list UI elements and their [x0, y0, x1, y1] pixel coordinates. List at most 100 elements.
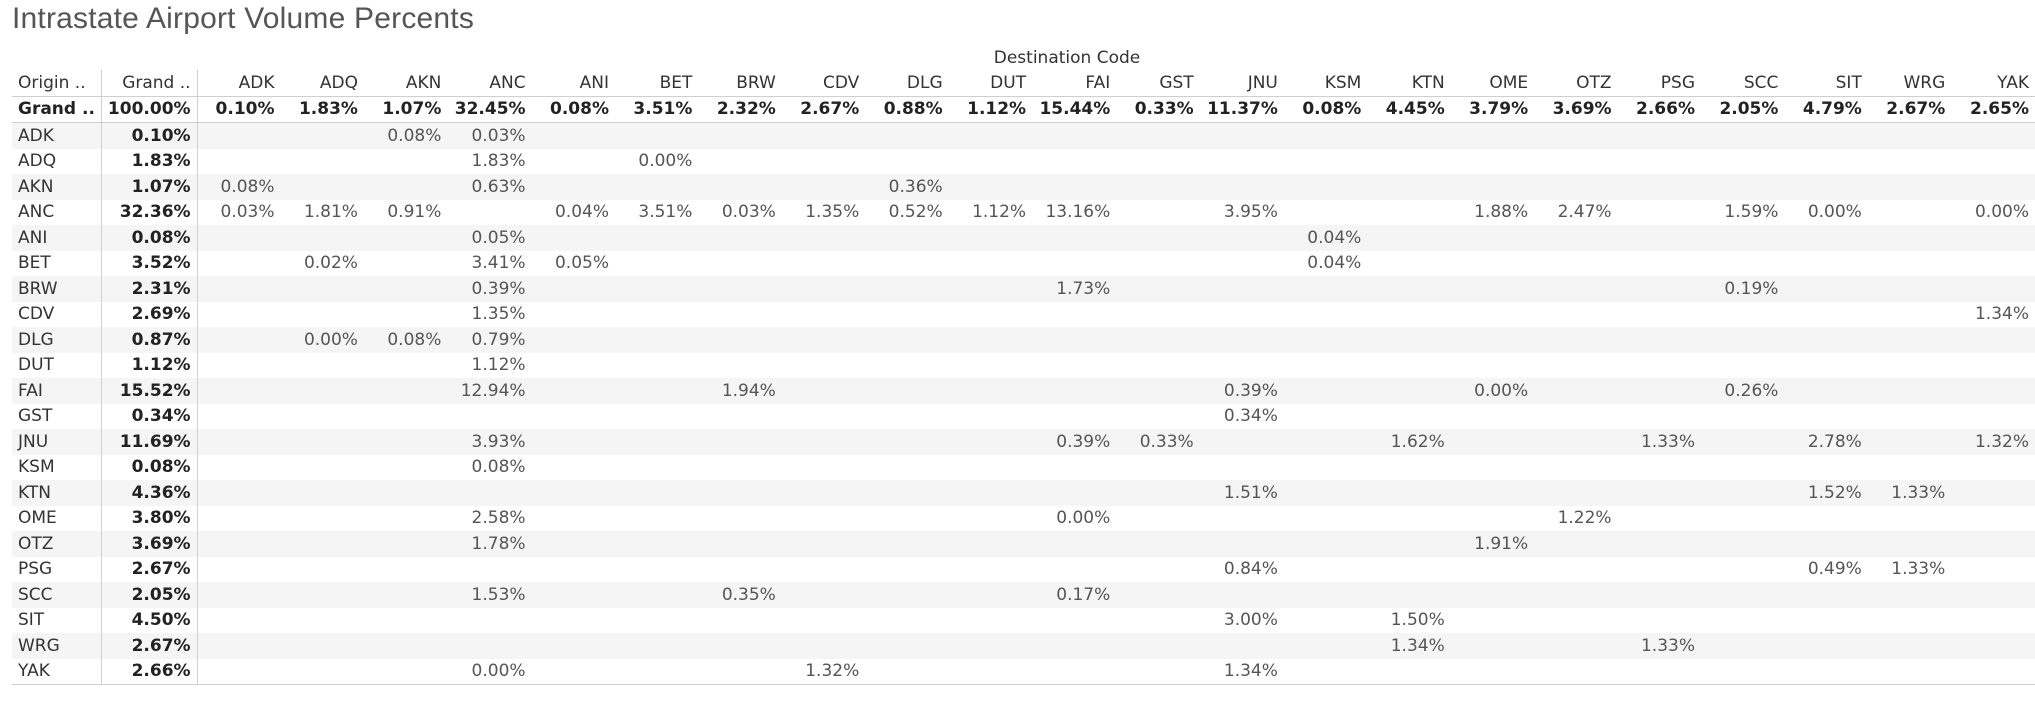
dest-header-wrg[interactable]: WRG	[1867, 70, 1952, 97]
cell-dut-ome	[1451, 353, 1534, 379]
origin-label-yak[interactable]: YAK	[12, 658, 102, 685]
cell-ktn-bet	[614, 480, 699, 506]
cell-sit-anc	[447, 608, 531, 634]
cell-scc-bet	[614, 582, 699, 608]
row-total: 0.08%	[101, 454, 198, 480]
cell-dut-yak	[1951, 353, 2035, 379]
cell-scc-psg	[1617, 582, 1701, 608]
cell-wrg-gst	[1116, 633, 1200, 659]
cell-bet-brw	[698, 251, 781, 277]
cell-fai-dut	[948, 378, 1033, 404]
cell-adk-dlg	[865, 122, 949, 149]
column-total-adk: 0.10%	[197, 96, 281, 123]
dest-header-jnu[interactable]: JNU	[1199, 70, 1284, 97]
row-total: 2.05%	[101, 582, 198, 608]
origin-label-ani[interactable]: ANI	[12, 225, 102, 251]
cell-anc-jnu: 3.95%	[1223, 202, 1278, 223]
cell-bet-wrg	[1868, 251, 1951, 277]
cell-adk-ome	[1450, 122, 1535, 149]
origin-label-otz[interactable]: OTZ	[12, 531, 102, 557]
dest-header-scc[interactable]: SCC	[1701, 70, 1785, 97]
cell-cdv-yak: 1.34%	[1974, 304, 2029, 325]
cell-otz-dlg	[865, 531, 949, 557]
dest-header-ktn[interactable]: KTN	[1367, 70, 1451, 97]
cell-dut-cdv	[782, 353, 865, 379]
origin-label-bet[interactable]: BET	[12, 250, 102, 276]
origin-label-adk[interactable]: ADK	[12, 122, 102, 149]
cell-gst-gst	[1116, 404, 1199, 430]
cell-yak-scc	[1701, 658, 1785, 685]
row-total: 3.52%	[101, 250, 198, 276]
cell-dut-bet	[615, 353, 698, 379]
cell-dlg-otz	[1534, 327, 1618, 353]
dest-header-dut[interactable]: DUT	[948, 70, 1033, 97]
dest-header-cdv[interactable]: CDV	[781, 70, 866, 97]
dest-header-brw[interactable]: BRW	[698, 70, 782, 97]
origin-label-dlg[interactable]: DLG	[12, 327, 102, 353]
dest-header-fai[interactable]: FAI	[1032, 70, 1117, 97]
dest-header-otz[interactable]: OTZ	[1534, 70, 1618, 97]
origin-label-ktn[interactable]: KTN	[12, 480, 102, 506]
origin-label-scc[interactable]: SCC	[12, 582, 102, 608]
origin-label-akn[interactable]: AKN	[12, 174, 102, 200]
cell-ani-ome	[1450, 225, 1535, 251]
grand-total-header[interactable]: Grand ..	[101, 70, 198, 97]
origin-label-psg[interactable]: PSG	[12, 556, 102, 582]
cell-jnu-ome	[1450, 429, 1535, 455]
cell-ksm-brw	[698, 455, 781, 481]
cell-adq-ani	[532, 149, 615, 175]
column-total-dlg: 0.88%	[865, 96, 949, 123]
cell-ksm-fai	[1032, 455, 1116, 481]
cell-akn-sit	[1784, 174, 1868, 200]
dest-header-anc[interactable]: ANC	[447, 70, 532, 97]
cell-psg-dlg	[865, 557, 948, 583]
origin-label-brw[interactable]: BRW	[12, 276, 102, 302]
cell-psg-ome	[1451, 557, 1534, 583]
cell-ome-cdv	[782, 506, 865, 532]
cell-scc-dlg	[865, 582, 949, 608]
header-row: Origin .. Grand .. ADK ADQ AKN ANC ANI BET BRW…	[12, 70, 2035, 97]
dest-header-akn[interactable]: AKN	[363, 70, 448, 97]
cell-otz-adk	[197, 531, 281, 557]
origin-label-fai[interactable]: FAI	[12, 378, 102, 404]
origin-label-ksm[interactable]: KSM	[12, 454, 102, 480]
row-total: 2.66%	[101, 658, 198, 685]
dest-header-ksm[interactable]: KSM	[1283, 70, 1368, 97]
dest-header-dlg[interactable]: DLG	[865, 70, 949, 97]
dest-header-psg[interactable]: PSG	[1617, 70, 1701, 97]
cell-fai-gst	[1116, 378, 1200, 404]
origin-label-cdv[interactable]: CDV	[12, 301, 102, 327]
cell-dut-scc	[1701, 353, 1784, 379]
cell-wrg-otz	[1534, 633, 1618, 659]
dest-header-adk[interactable]: ADK	[197, 70, 281, 97]
cell-bet-adq: 0.02%	[303, 253, 358, 274]
cell-adq-dut	[949, 149, 1032, 175]
cell-ani-psg	[1617, 225, 1701, 251]
cell-adq-sit	[1784, 149, 1867, 175]
cell-yak-gst	[1116, 658, 1200, 685]
origin-label-adq[interactable]: ADQ	[12, 148, 102, 174]
origin-label-ome[interactable]: OME	[12, 505, 102, 531]
cell-anc-wrg	[1868, 200, 1951, 226]
origin-label-dut[interactable]: DUT	[12, 352, 102, 378]
origin-header[interactable]: Origin ..	[12, 70, 102, 97]
origin-label-sit[interactable]: SIT	[12, 607, 102, 633]
dest-header-yak[interactable]: YAK	[1951, 70, 2035, 97]
cell-bet-otz	[1534, 251, 1617, 277]
dest-header-ome[interactable]: OME	[1450, 70, 1535, 97]
dest-header-bet[interactable]: BET	[614, 70, 699, 97]
dest-header-ani[interactable]: ANI	[531, 70, 615, 97]
origin-label-gst[interactable]: GST	[12, 403, 102, 429]
dest-header-sit[interactable]: SIT	[1784, 70, 1868, 97]
origin-label-jnu[interactable]: JNU	[12, 429, 102, 455]
dest-header-gst[interactable]: GST	[1116, 70, 1200, 97]
cell-brw-sit	[1784, 276, 1868, 302]
dest-header-adq[interactable]: ADQ	[280, 70, 364, 97]
cell-dut-ksm	[1284, 353, 1367, 379]
cell-gst-otz	[1534, 404, 1617, 430]
origin-label-anc[interactable]: ANC	[12, 199, 102, 225]
cell-gst-fai	[1032, 404, 1116, 430]
cell-bet-sit	[1784, 251, 1867, 277]
cell-otz-bet	[614, 531, 699, 557]
origin-label-wrg[interactable]: WRG	[12, 633, 102, 659]
